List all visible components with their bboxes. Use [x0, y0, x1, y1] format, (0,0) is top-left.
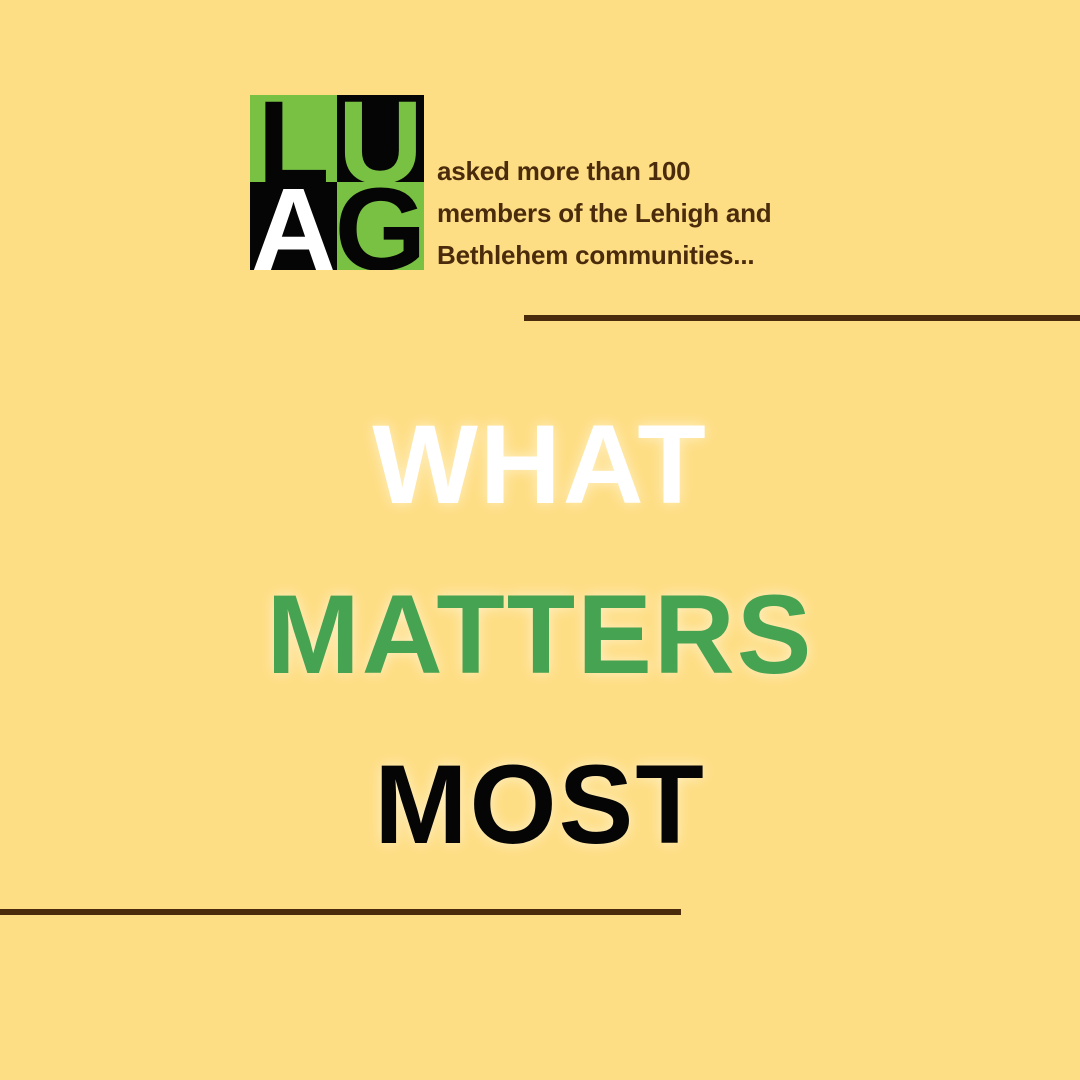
logo-letter-a: A: [250, 182, 337, 270]
headline-what: WHAT: [372, 402, 708, 527]
intro-text: asked more than 100 members of the Lehig…: [437, 150, 772, 276]
headline: WHAT MATTERS MOST: [0, 380, 1080, 890]
intro-line-1: asked more than 100: [437, 156, 691, 186]
logo-letter-u: U: [337, 95, 424, 182]
intro-line-2: members of the Lehigh and: [437, 198, 772, 228]
logo-letter-g: G: [337, 182, 424, 270]
luag-logo: L U A G: [250, 95, 424, 270]
bottom-divider: [0, 909, 681, 915]
headline-matters: MATTERS: [266, 572, 814, 697]
logo-letter-l: L: [250, 95, 337, 182]
intro-line-3: Bethlehem communities...: [437, 240, 755, 270]
headline-most: MOST: [374, 742, 706, 867]
top-divider: [524, 315, 1080, 321]
